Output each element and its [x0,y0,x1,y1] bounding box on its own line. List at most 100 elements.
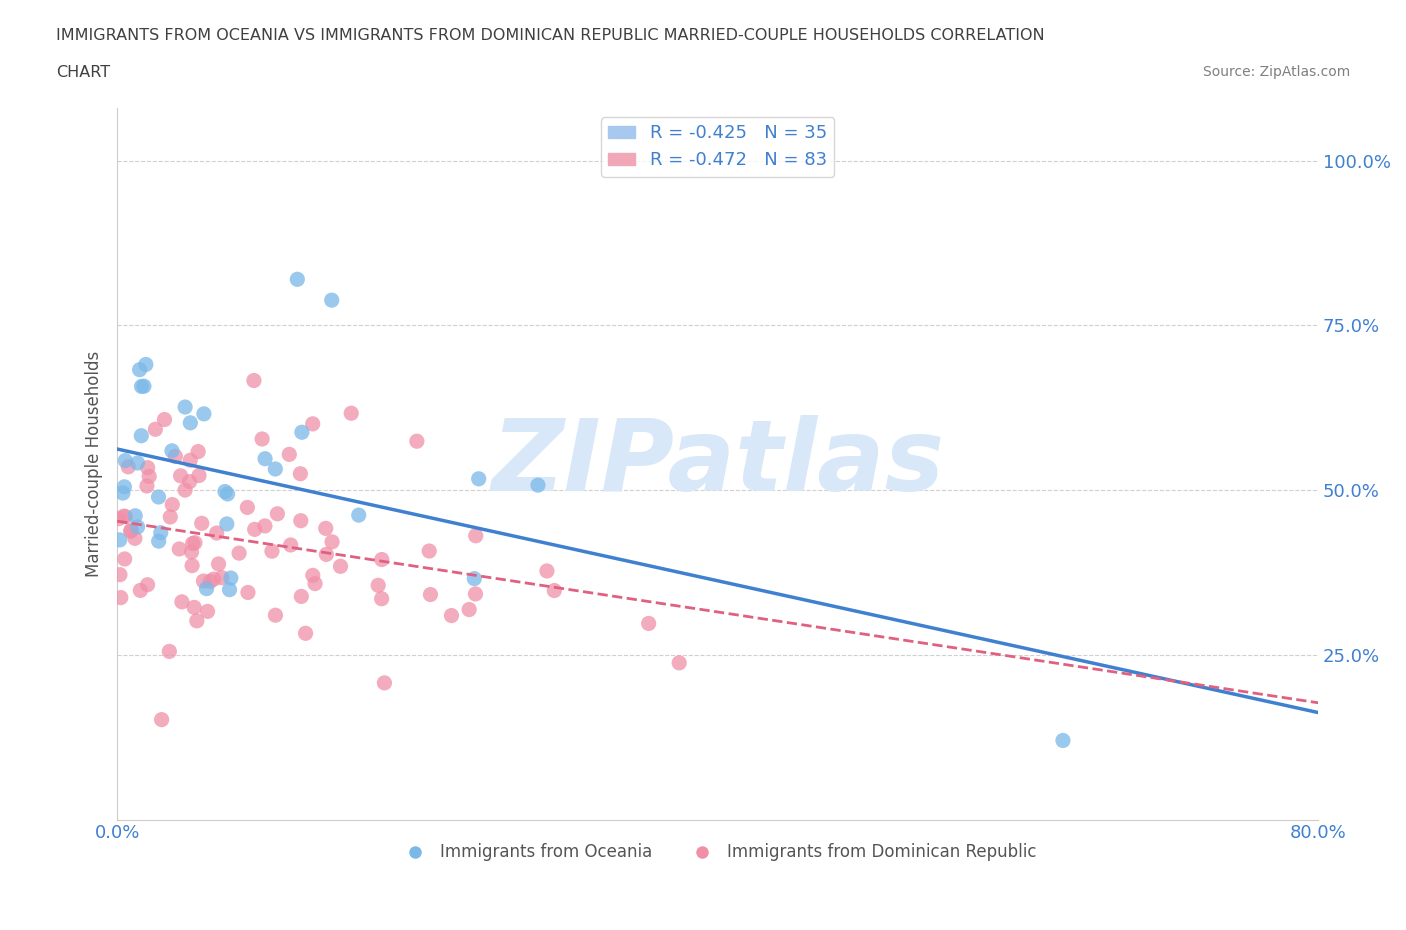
Point [129,583,152,598]
Point [243,373,266,388]
Text: Source: ZipAtlas.com: Source: ZipAtlas.com [1202,65,1350,79]
Point [463,571,485,586]
Point [527,478,550,493]
Point [280,538,302,552]
Point [186,614,208,629]
Point [243,522,266,537]
Point [174,400,197,415]
Point [179,474,201,489]
Point [543,583,565,598]
Text: CHART: CHART [56,65,110,80]
Point [290,466,312,481]
Point [217,486,239,501]
Point [127,456,149,471]
Point [180,545,202,560]
Point [253,519,276,534]
Point [419,587,441,602]
Point [315,547,337,562]
Point [254,451,277,466]
Legend: Immigrants from Oceania, Immigrants from Dominican Republic: Immigrants from Oceania, Immigrants from… [392,837,1043,868]
Point [536,564,558,578]
Point [301,417,323,432]
Point [236,585,259,600]
Point [294,626,316,641]
Point [114,509,136,524]
Point [128,363,150,378]
Point [117,459,139,474]
Point [219,571,242,586]
Point [165,449,187,464]
Point [120,524,142,538]
Point [321,293,343,308]
Point [290,513,312,528]
Point [107,512,129,526]
Point [124,531,146,546]
Point [266,506,288,521]
Point [112,479,135,494]
Point [467,472,489,486]
Point [188,468,211,483]
Point [236,500,259,515]
Point [162,498,184,512]
Point [135,357,157,372]
Point [112,509,135,524]
Point [260,544,283,559]
Point [200,574,222,589]
Text: ZIPatlas: ZIPatlas [491,416,945,512]
Point [108,533,131,548]
Point [174,483,197,498]
Point [668,656,690,671]
Point [1052,733,1074,748]
Point [278,447,301,462]
Point [157,644,180,658]
Point [170,594,193,609]
Point [114,551,136,566]
Point [181,536,204,551]
Point [207,556,229,571]
Point [440,608,463,623]
Text: IMMIGRANTS FROM OCEANIA VS IMMIGRANTS FROM DOMINICAN REPUBLIC MARRIED-COUPLE HOU: IMMIGRANTS FROM OCEANIA VS IMMIGRANTS FR… [56,28,1045,43]
Y-axis label: Married-couple Households: Married-couple Households [86,351,103,577]
Point [148,489,170,504]
Point [202,572,225,587]
Point [129,429,152,444]
Point [340,405,363,420]
Point [291,425,314,440]
Point [150,712,173,727]
Point [187,445,209,459]
Point [143,422,166,437]
Point [347,508,370,523]
Point [228,546,250,561]
Point [285,272,308,286]
Point [371,552,394,567]
Point [264,461,287,476]
Point [124,509,146,524]
Point [321,535,343,550]
Point [179,453,201,468]
Point [135,479,157,494]
Point [458,602,481,617]
Point [405,433,427,448]
Point [153,412,176,427]
Point [132,379,155,393]
Point [301,568,323,583]
Point [131,379,153,394]
Point [181,558,204,573]
Point [197,604,219,618]
Point [169,541,191,556]
Point [190,516,212,531]
Point [120,523,142,538]
Point [148,534,170,549]
Point [108,567,131,582]
Point [250,432,273,446]
Point [169,469,191,484]
Point [114,453,136,468]
Point [215,516,238,531]
Point [195,581,218,596]
Point [159,510,181,525]
Point [184,536,207,551]
Point [373,675,395,690]
Point [637,616,659,631]
Point [149,525,172,540]
Point [315,521,337,536]
